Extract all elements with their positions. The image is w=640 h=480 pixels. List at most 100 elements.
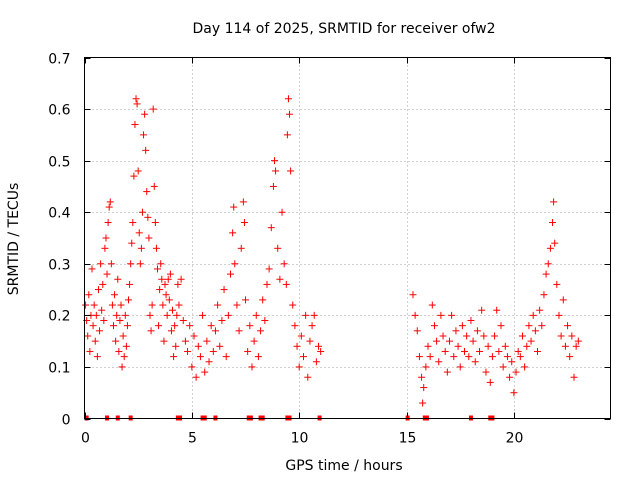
data-point bbox=[207, 322, 215, 330]
data-point bbox=[495, 347, 503, 355]
data-point bbox=[242, 296, 250, 304]
data-point bbox=[310, 311, 318, 319]
data-point bbox=[96, 327, 104, 335]
data-point bbox=[463, 332, 471, 340]
data-point bbox=[216, 342, 224, 350]
data-point bbox=[574, 337, 582, 345]
data-point bbox=[555, 311, 563, 319]
data-point bbox=[82, 301, 90, 309]
data-marks bbox=[82, 95, 582, 421]
data-point bbox=[194, 342, 202, 350]
data-point bbox=[501, 342, 509, 350]
data-point bbox=[90, 301, 98, 309]
data-point bbox=[126, 280, 134, 288]
data-point bbox=[252, 311, 260, 319]
data-point bbox=[239, 198, 247, 206]
data-point bbox=[116, 317, 124, 325]
y-tick-label: 0.6 bbox=[48, 103, 70, 119]
data-point bbox=[269, 182, 277, 190]
data-point bbox=[123, 322, 131, 330]
y-tick-label: 0.1 bbox=[48, 361, 70, 377]
data-point bbox=[286, 110, 294, 118]
data-point bbox=[254, 353, 262, 361]
data-point bbox=[159, 301, 167, 309]
data-point bbox=[428, 301, 436, 309]
y-tick-label: 0.3 bbox=[48, 258, 70, 274]
data-point bbox=[426, 353, 434, 361]
data-point bbox=[172, 342, 180, 350]
data-point bbox=[553, 280, 561, 288]
data-point bbox=[508, 358, 516, 366]
data-point bbox=[149, 105, 157, 113]
data-point bbox=[140, 131, 148, 139]
data-point bbox=[135, 229, 143, 237]
data-point bbox=[155, 322, 163, 330]
x-tick-label: 0 bbox=[81, 431, 90, 447]
data-point bbox=[572, 342, 580, 350]
data-point bbox=[138, 208, 146, 216]
data-point bbox=[114, 275, 122, 283]
data-point bbox=[231, 260, 239, 268]
data-point bbox=[518, 332, 526, 340]
data-point bbox=[480, 332, 488, 340]
data-point bbox=[145, 234, 153, 242]
data-point bbox=[531, 327, 539, 335]
data-point bbox=[525, 322, 533, 330]
data-point bbox=[493, 306, 501, 314]
data-point bbox=[203, 337, 211, 345]
data-point bbox=[549, 219, 557, 227]
data-point bbox=[512, 368, 520, 376]
data-point bbox=[551, 239, 559, 247]
data-point bbox=[226, 270, 234, 278]
data-point bbox=[482, 368, 490, 376]
data-point bbox=[527, 337, 535, 345]
data-point bbox=[267, 224, 275, 232]
data-point bbox=[125, 296, 133, 304]
data-point bbox=[150, 182, 158, 190]
data-point bbox=[133, 100, 141, 108]
data-point bbox=[109, 322, 117, 330]
data-point bbox=[437, 311, 445, 319]
y-tick-label: 0.4 bbox=[48, 206, 70, 222]
data-point bbox=[240, 219, 248, 227]
data-point bbox=[141, 110, 149, 118]
data-point bbox=[450, 353, 458, 361]
data-point bbox=[261, 317, 269, 325]
data-point bbox=[188, 363, 196, 371]
data-point bbox=[424, 342, 432, 350]
data-point bbox=[514, 347, 522, 355]
data-point bbox=[317, 347, 325, 355]
data-point bbox=[430, 322, 438, 330]
data-point bbox=[233, 301, 241, 309]
data-point bbox=[445, 337, 453, 345]
y-tick-label: 0.7 bbox=[48, 52, 70, 68]
data-point bbox=[218, 317, 226, 325]
data-point bbox=[456, 363, 464, 371]
data-point bbox=[130, 172, 138, 180]
data-point bbox=[523, 342, 531, 350]
data-point bbox=[112, 337, 120, 345]
data-point bbox=[534, 347, 542, 355]
data-point bbox=[146, 311, 154, 319]
data-point bbox=[506, 373, 514, 381]
data-point bbox=[287, 167, 295, 175]
data-point bbox=[181, 337, 189, 345]
data-point bbox=[304, 373, 312, 381]
data-point bbox=[250, 337, 258, 345]
data-point bbox=[134, 167, 142, 175]
data-point bbox=[465, 353, 473, 361]
data-point bbox=[276, 275, 284, 283]
data-point bbox=[119, 332, 127, 340]
data-point bbox=[497, 322, 505, 330]
data-point bbox=[476, 347, 484, 355]
data-point bbox=[163, 311, 171, 319]
data-point bbox=[111, 291, 119, 299]
data-point bbox=[102, 234, 110, 242]
data-point bbox=[184, 347, 192, 355]
data-point bbox=[99, 280, 107, 288]
data-point bbox=[164, 275, 172, 283]
data-point bbox=[302, 311, 310, 319]
data-point bbox=[113, 311, 121, 319]
data-point bbox=[88, 265, 96, 273]
data-point bbox=[115, 347, 123, 355]
